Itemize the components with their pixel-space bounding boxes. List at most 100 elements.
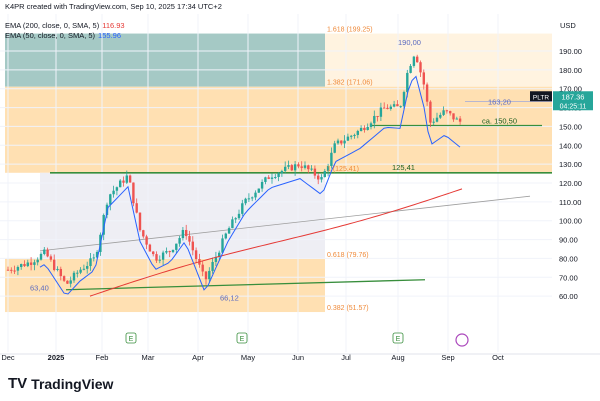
candle-body bbox=[323, 171, 326, 178]
tradingview-branding[interactable]: TV TradingView bbox=[8, 375, 113, 392]
candle-body bbox=[181, 229, 185, 239]
candle-body bbox=[112, 190, 115, 195]
candle-body bbox=[49, 256, 53, 260]
candle-body bbox=[429, 101, 432, 123]
fib-label: 1.382 (171.06) bbox=[327, 80, 373, 87]
candle-body bbox=[445, 110, 449, 112]
candle-body bbox=[201, 264, 204, 272]
candle-body bbox=[300, 166, 303, 168]
candle-body bbox=[280, 171, 284, 174]
level-label-150: ca. 150,50 bbox=[482, 116, 517, 125]
candle-body bbox=[343, 140, 346, 144]
candle-body bbox=[386, 107, 389, 110]
ema200-legend[interactable]: EMA (200, close, 0, SMA, 5) 116.93 bbox=[5, 21, 125, 31]
earnings-marker-icon[interactable] bbox=[392, 332, 404, 344]
earnings-marker-icon[interactable] bbox=[125, 332, 137, 344]
candle-body bbox=[396, 104, 399, 107]
symbol-badge bbox=[530, 91, 552, 102]
candle-body bbox=[432, 121, 435, 123]
candle-body bbox=[168, 251, 171, 253]
y-tick-label: 80.00 bbox=[559, 254, 578, 263]
ema200-line bbox=[89, 188, 463, 297]
dividend-marker-icon[interactable] bbox=[455, 333, 469, 347]
ema-lines bbox=[39, 75, 463, 297]
symbol-badge-label: PLTR bbox=[533, 94, 549, 101]
ema50-value: 155.96 bbox=[98, 31, 121, 40]
fib-zone-upper-right bbox=[325, 33, 552, 87]
y-tick-label: 100.00 bbox=[559, 217, 582, 226]
candle-body bbox=[416, 56, 419, 63]
candle-body bbox=[277, 173, 280, 178]
x-tick-label: Sep bbox=[441, 353, 454, 362]
candle-body bbox=[376, 115, 379, 117]
tradingview-wordmark: TradingView bbox=[31, 375, 114, 392]
y-tick-label: 180.00 bbox=[559, 66, 582, 75]
y-tick-label: 130.00 bbox=[559, 160, 582, 169]
candle-body bbox=[158, 259, 161, 261]
candle-body bbox=[336, 140, 340, 144]
candle-body bbox=[422, 72, 425, 85]
candle-body bbox=[59, 268, 62, 277]
chart-created-caption: K4PR created with TradingView.com, Sep 1… bbox=[5, 2, 222, 11]
candle-body bbox=[142, 230, 145, 237]
candle-body bbox=[138, 212, 142, 231]
chart-background bbox=[5, 33, 552, 313]
candle-body bbox=[234, 218, 237, 220]
x-tick-label: Dec bbox=[1, 353, 15, 362]
candle-body bbox=[244, 198, 247, 204]
candle-body bbox=[290, 165, 293, 171]
candle-body bbox=[402, 92, 406, 107]
candle-body bbox=[260, 181, 264, 189]
candle-body bbox=[132, 182, 135, 204]
annotation-high: 190,00 bbox=[398, 38, 421, 47]
candle-body bbox=[435, 117, 439, 122]
candle-body bbox=[333, 143, 336, 153]
last-price-label: 187.36 bbox=[562, 92, 585, 101]
price-axis-bg bbox=[552, 0, 600, 355]
candle-body bbox=[293, 164, 297, 171]
ema50-legend[interactable]: EMA (50, close, 0, SMA, 5) 155.96 bbox=[5, 31, 121, 41]
y-tick-label: 170.00 bbox=[559, 85, 582, 94]
candle-body bbox=[10, 269, 13, 271]
candle-body bbox=[303, 165, 307, 168]
candle-body bbox=[442, 110, 445, 115]
y-tick-label: 110.00 bbox=[559, 198, 581, 207]
candle-body bbox=[237, 213, 241, 219]
candle-body bbox=[155, 254, 158, 261]
candle-body bbox=[287, 165, 290, 167]
candle-body bbox=[62, 276, 66, 281]
chart-labels: 1.618 (199.25) 1.382 (171.06) 1 (125.41) 0.… bbox=[30, 27, 517, 347]
x-tick-label: Oct bbox=[492, 353, 505, 362]
ema200-value: 116.93 bbox=[102, 21, 125, 30]
candle-body bbox=[274, 177, 277, 179]
candle-body bbox=[307, 165, 310, 170]
candle-body bbox=[257, 188, 260, 193]
candle-body bbox=[452, 113, 455, 120]
candle-body bbox=[221, 238, 224, 253]
candle-body bbox=[43, 249, 46, 254]
last-price-badge bbox=[553, 91, 593, 111]
earnings-marker-icon[interactable] bbox=[236, 332, 248, 344]
drawings bbox=[39, 101, 552, 291]
candle-body bbox=[105, 204, 109, 215]
candle-body bbox=[69, 280, 72, 284]
candle-body bbox=[251, 197, 254, 199]
candle-body bbox=[369, 123, 373, 127]
candle-body bbox=[313, 168, 317, 176]
fib-label: 1.618 (199.25) bbox=[327, 27, 373, 34]
candle-body bbox=[284, 166, 287, 172]
candle-body bbox=[406, 72, 409, 93]
candle-body bbox=[267, 177, 270, 179]
earnings-marker-label: E bbox=[396, 336, 401, 343]
x-tick-label: Mar bbox=[142, 353, 155, 362]
annotation-low-1: 63,40 bbox=[30, 284, 49, 293]
candle-body bbox=[171, 249, 175, 253]
candle-body bbox=[389, 106, 392, 110]
fib-zone-mid bbox=[5, 86, 552, 173]
grid bbox=[0, 14, 552, 352]
candle-body bbox=[161, 252, 165, 260]
candle-body bbox=[204, 271, 208, 280]
y-tick-label: 140.00 bbox=[559, 141, 582, 150]
x-tick-label: Feb bbox=[96, 353, 109, 362]
